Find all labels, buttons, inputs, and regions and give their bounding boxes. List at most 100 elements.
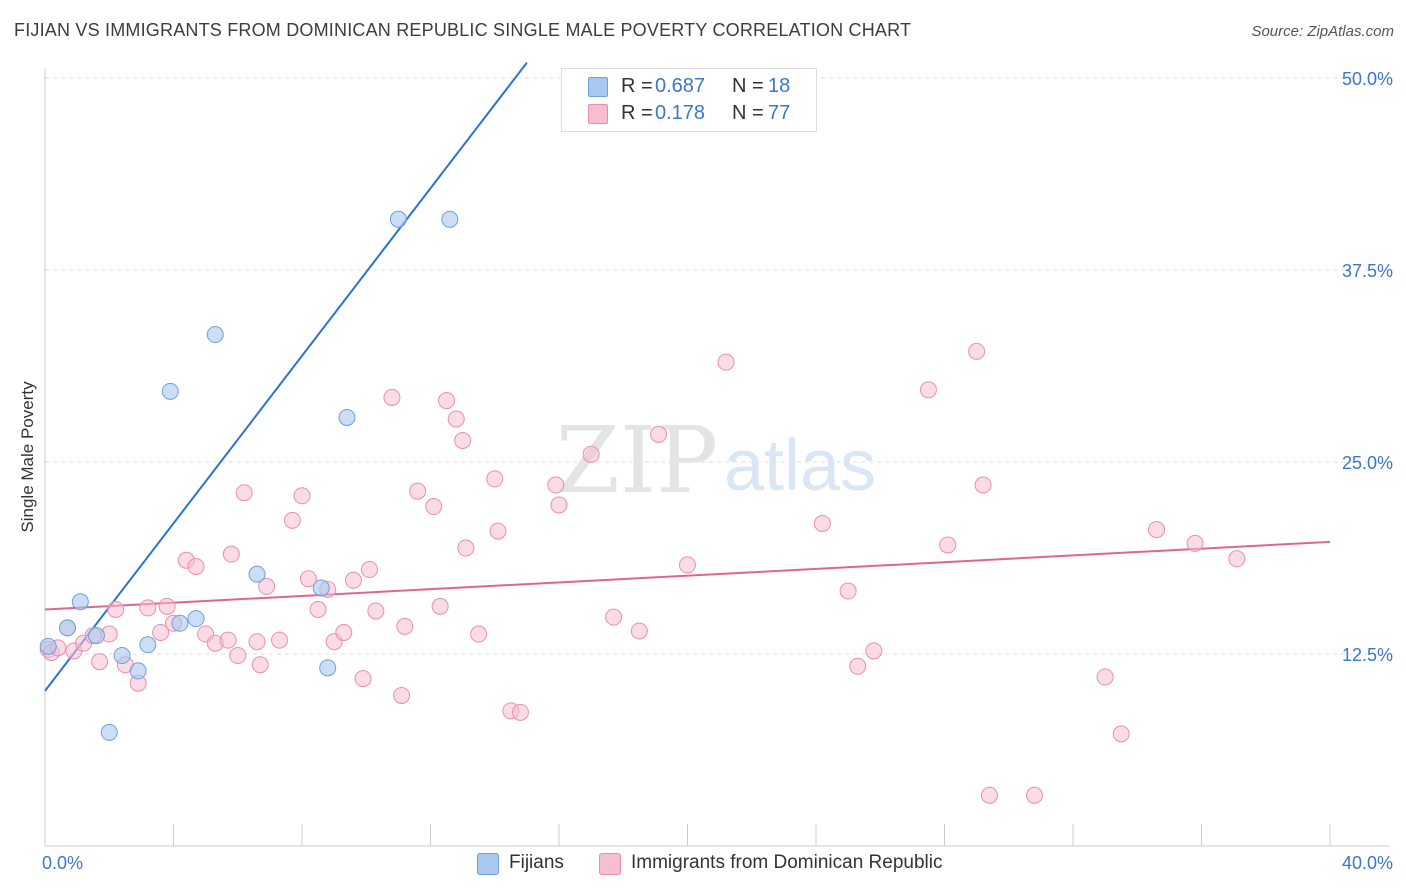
legend-r-label: R = xyxy=(621,75,653,97)
legend-n-value: 18 xyxy=(768,75,791,97)
data-point-dominican xyxy=(222,545,240,563)
data-point-fijians xyxy=(248,565,266,583)
watermark-atlas: atlas xyxy=(724,426,876,506)
data-point-dominican xyxy=(271,631,289,649)
axis-layer xyxy=(44,68,1390,847)
data-point-dominican xyxy=(968,342,986,360)
data-point-dominican xyxy=(849,657,867,675)
legend-r-value: 0.178 xyxy=(655,102,706,124)
data-point-dominican xyxy=(1186,534,1204,552)
data-point-dominican xyxy=(344,571,362,589)
trend-layer xyxy=(44,62,1331,692)
legend-swatch-dominican xyxy=(588,104,608,124)
watermark-zip: ZIP xyxy=(556,407,718,514)
data-point-fijians xyxy=(100,723,118,741)
data-point-dominican xyxy=(158,597,176,615)
data-point-dominican xyxy=(486,470,504,488)
data-point-dominican xyxy=(139,599,157,617)
data-point-dominican xyxy=(107,600,125,618)
data-point-dominican xyxy=(258,577,276,595)
source-label: Source: ZipAtlas.com xyxy=(1251,23,1394,40)
data-point-dominican xyxy=(251,656,269,674)
data-point-fijians xyxy=(113,647,131,665)
legend-n-value: 77 xyxy=(768,102,791,124)
stats-legend: R = 0.687 N = 18 R = 0.178 N = 77 xyxy=(561,68,817,132)
data-point-fijians xyxy=(312,579,330,597)
x-tick-label: 0.0% xyxy=(42,853,83,873)
data-point-dominican xyxy=(457,539,475,557)
data-point-dominican xyxy=(630,622,648,640)
data-point-dominican xyxy=(91,653,109,671)
trend-line-fijians xyxy=(44,62,528,692)
watermark: ZIP atlas xyxy=(556,407,876,514)
data-point-dominican xyxy=(1112,725,1130,743)
data-point-dominican xyxy=(511,703,529,721)
data-point-fijians xyxy=(139,636,157,654)
data-point-dominican xyxy=(438,392,456,410)
data-point-dominican xyxy=(550,496,568,514)
data-point-dominican xyxy=(1025,786,1043,804)
data-point-dominican xyxy=(582,445,600,463)
data-point-dominican xyxy=(152,623,170,641)
data-point-fijians xyxy=(171,614,189,632)
data-point-dominican xyxy=(447,410,465,428)
y-tick-label: 37.5% xyxy=(1342,261,1393,281)
data-point-dominican xyxy=(605,608,623,626)
data-point-dominican xyxy=(393,686,411,704)
data-point-dominican xyxy=(335,623,353,641)
point-layer xyxy=(39,210,1246,804)
data-point-dominican xyxy=(367,602,385,620)
y-tick-label: 50.0% xyxy=(1342,69,1393,89)
data-point-dominican xyxy=(187,557,205,575)
data-point-dominican xyxy=(454,431,472,449)
data-point-dominican xyxy=(679,556,696,574)
data-point-dominican xyxy=(470,625,488,643)
data-point-dominican xyxy=(293,487,311,505)
x-tick-label: 40.0% xyxy=(1342,853,1393,873)
data-point-fijians xyxy=(206,326,224,344)
data-point-dominican xyxy=(360,561,378,579)
legend-swatch-fijians xyxy=(588,77,608,97)
data-point-dominican xyxy=(396,617,414,635)
y-tick-label: 12.5% xyxy=(1342,645,1393,665)
bottom-legend-label: Fijians xyxy=(509,852,564,873)
chart-title: FIJIAN VS IMMIGRANTS FROM DOMINICAN REPU… xyxy=(14,20,912,40)
data-point-fijians xyxy=(187,610,205,628)
data-point-dominican xyxy=(1148,521,1166,539)
data-point-fijians xyxy=(161,382,179,400)
data-point-dominican xyxy=(229,647,247,665)
bottom-swatch-fijians xyxy=(477,853,499,875)
legend-n-label: N = xyxy=(732,75,764,97)
data-point-dominican xyxy=(235,484,253,502)
y-tick-label: 25.0% xyxy=(1342,453,1393,473)
data-point-dominican xyxy=(409,482,427,500)
data-point-dominican xyxy=(283,511,301,529)
data-point-fijians xyxy=(87,627,105,645)
data-point-fijians xyxy=(71,593,89,611)
data-point-dominican xyxy=(299,570,317,588)
bottom-swatch-dominican xyxy=(599,853,621,875)
data-point-fijians xyxy=(389,210,407,228)
data-point-fijians xyxy=(319,659,337,677)
data-point-dominican xyxy=(939,536,957,554)
data-point-dominican xyxy=(489,522,507,540)
data-point-dominican xyxy=(248,633,266,651)
bottom-legend-label: Immigrants from Dominican Republic xyxy=(631,852,943,873)
data-point-fijians xyxy=(58,619,76,637)
data-point-dominican xyxy=(383,388,401,406)
trend-line-dominican xyxy=(44,540,1331,611)
tick-label-layer: 12.5% 25.0% 37.5% 50.0% 0.0% 40.0% xyxy=(42,69,1393,873)
data-point-dominican xyxy=(919,381,937,399)
data-point-dominican xyxy=(974,476,992,494)
data-point-dominican xyxy=(354,670,372,688)
data-point-dominican xyxy=(1228,550,1246,568)
data-point-dominican xyxy=(717,353,735,371)
data-point-dominican xyxy=(219,631,237,649)
data-point-fijians xyxy=(338,408,356,426)
legend-n-label: N = xyxy=(732,102,764,124)
legend-r-value: 0.687 xyxy=(655,75,706,97)
data-point-dominican xyxy=(813,514,831,532)
data-point-dominican xyxy=(547,476,565,494)
data-point-dominican xyxy=(980,786,998,804)
